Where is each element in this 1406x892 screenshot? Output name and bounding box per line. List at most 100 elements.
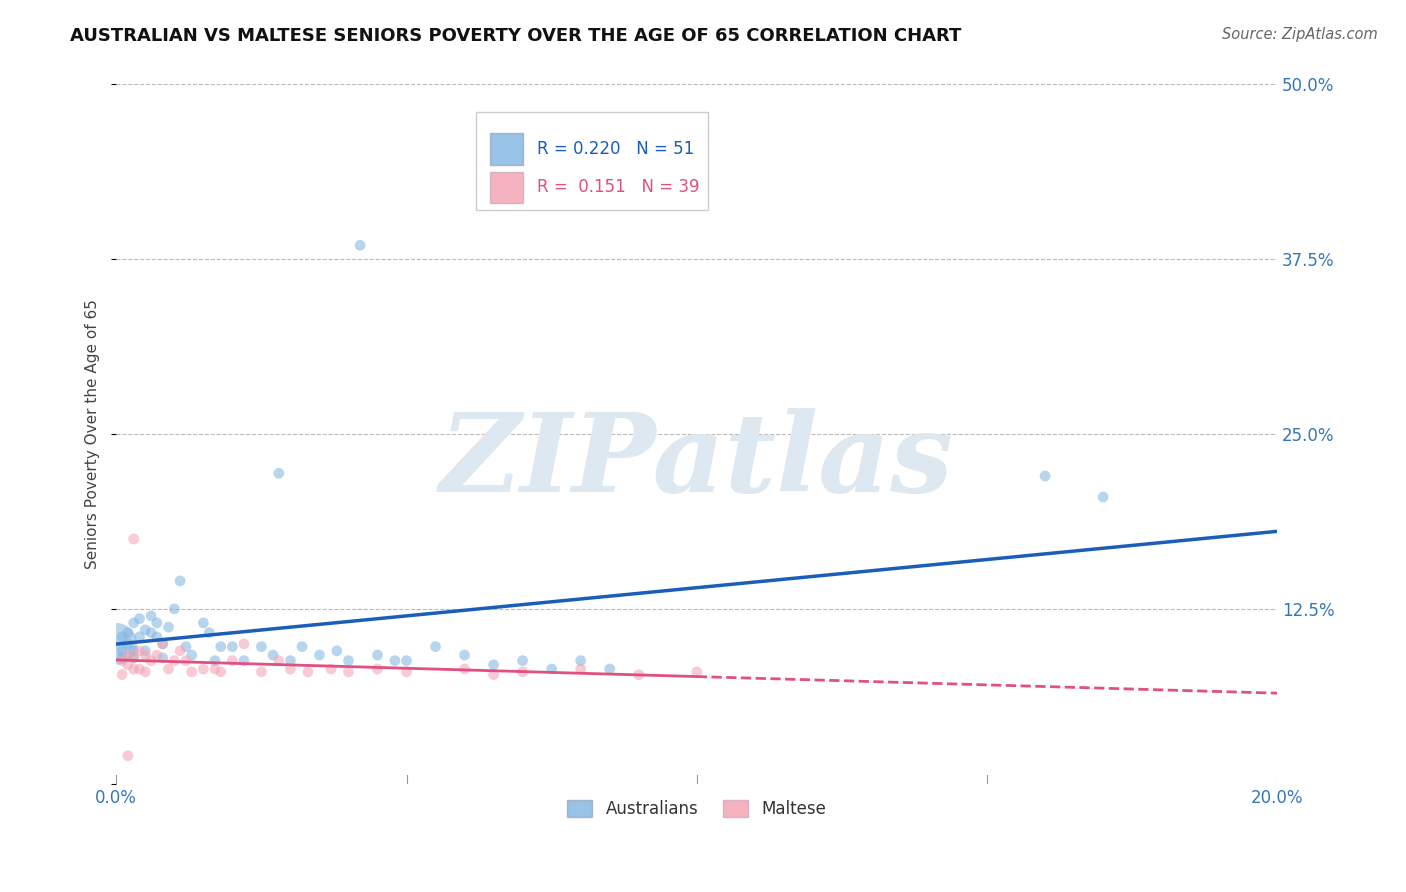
Point <box>163 602 186 616</box>
Point <box>291 640 314 654</box>
Point <box>169 574 191 588</box>
Point <box>134 665 156 679</box>
Point <box>128 662 150 676</box>
Bar <box>491 172 523 203</box>
Point <box>152 637 174 651</box>
Point <box>267 654 290 668</box>
Point <box>319 662 342 676</box>
Point <box>686 665 709 679</box>
Point <box>250 640 273 654</box>
Point <box>209 640 232 654</box>
Point <box>111 644 134 658</box>
Bar <box>477 112 709 211</box>
Point <box>152 651 174 665</box>
Point <box>193 615 215 630</box>
Point <box>128 612 150 626</box>
Text: R = 0.220   N = 51: R = 0.220 N = 51 <box>537 140 693 158</box>
Point <box>250 665 273 679</box>
Point <box>280 654 302 668</box>
Point <box>366 662 388 676</box>
Point <box>146 648 169 662</box>
Point <box>326 644 349 658</box>
Point <box>453 648 475 662</box>
Point <box>1092 490 1115 504</box>
Point <box>157 662 180 676</box>
Point <box>157 620 180 634</box>
Point <box>134 623 156 637</box>
Point <box>128 644 150 658</box>
Text: R =  0.151   N = 39: R = 0.151 N = 39 <box>537 178 699 196</box>
Bar <box>491 134 523 165</box>
Point <box>233 654 256 668</box>
Point <box>233 637 256 651</box>
Point <box>425 640 447 654</box>
Point <box>111 654 134 668</box>
Point <box>146 615 169 630</box>
Point <box>512 654 534 668</box>
Point <box>180 648 202 662</box>
Point <box>308 648 330 662</box>
Point <box>482 667 505 681</box>
Point <box>262 648 284 662</box>
Point <box>134 648 156 662</box>
Point <box>111 651 134 665</box>
Point <box>1033 469 1056 483</box>
Text: Source: ZipAtlas.com: Source: ZipAtlas.com <box>1222 27 1378 42</box>
Y-axis label: Seniors Poverty Over the Age of 65: Seniors Poverty Over the Age of 65 <box>86 299 100 569</box>
Point <box>512 665 534 679</box>
Point <box>337 654 360 668</box>
Point <box>599 662 621 676</box>
Point <box>122 615 145 630</box>
Point <box>280 662 302 676</box>
Point <box>146 630 169 644</box>
Point <box>117 637 139 651</box>
Point <box>540 662 562 676</box>
Text: AUSTRALIAN VS MALTESE SENIORS POVERTY OVER THE AGE OF 65 CORRELATION CHART: AUSTRALIAN VS MALTESE SENIORS POVERTY OV… <box>70 27 962 45</box>
Point <box>105 637 128 651</box>
Point <box>174 640 197 654</box>
Text: ZIPatlas: ZIPatlas <box>440 409 953 516</box>
Point <box>384 654 406 668</box>
Point <box>221 640 243 654</box>
Point <box>221 654 243 668</box>
Point <box>122 662 145 676</box>
Point <box>163 654 186 668</box>
Point <box>111 630 134 644</box>
Point <box>569 654 592 668</box>
Point <box>134 644 156 658</box>
Point <box>180 665 202 679</box>
Point <box>169 644 191 658</box>
Point <box>122 532 145 546</box>
Point <box>139 625 162 640</box>
Point <box>111 667 134 681</box>
Point <box>152 637 174 651</box>
Point <box>337 665 360 679</box>
Point <box>482 657 505 672</box>
Point <box>453 662 475 676</box>
Point <box>117 657 139 672</box>
Point <box>128 630 150 644</box>
Point <box>198 625 221 640</box>
Point <box>627 667 650 681</box>
Point <box>209 665 232 679</box>
Point <box>204 654 226 668</box>
Point <box>122 651 145 665</box>
Point <box>395 654 418 668</box>
Point <box>193 662 215 676</box>
Point <box>117 648 139 662</box>
Point <box>569 662 592 676</box>
Point <box>267 467 290 481</box>
Point <box>395 665 418 679</box>
Point <box>117 748 139 763</box>
Point <box>297 665 319 679</box>
Legend: Australians, Maltese: Australians, Maltese <box>561 793 834 824</box>
Point <box>122 644 145 658</box>
Point <box>174 654 197 668</box>
Point <box>139 654 162 668</box>
Point <box>366 648 388 662</box>
Point <box>117 625 139 640</box>
Point <box>139 608 162 623</box>
Point <box>349 238 371 252</box>
Point <box>204 662 226 676</box>
Point <box>122 651 145 665</box>
